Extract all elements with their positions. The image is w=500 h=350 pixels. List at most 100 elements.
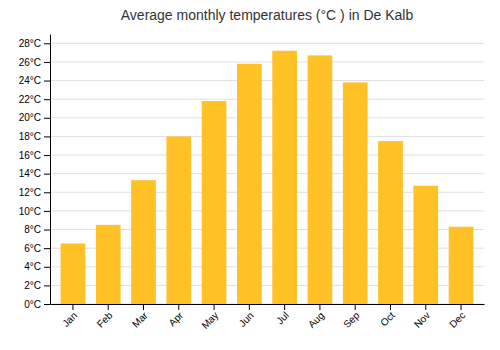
- y-tick-label: 16°C: [19, 150, 41, 161]
- grid-line: [50, 136, 484, 137]
- y-tick: 10°C: [19, 206, 50, 217]
- y-tick-label: 12°C: [19, 187, 41, 198]
- grid-line: [50, 61, 484, 62]
- x-tick: Nov: [412, 304, 432, 330]
- bar: [237, 64, 262, 304]
- x-tick-label: Nov: [412, 310, 432, 330]
- x-tick-label: Mar: [130, 309, 150, 329]
- y-tick-mark: [44, 285, 50, 286]
- y-tick-mark: [44, 192, 50, 193]
- y-tick-label: 8°C: [24, 224, 41, 235]
- y-tick-label: 22°C: [19, 94, 41, 105]
- bar: [343, 82, 368, 304]
- bar: [308, 55, 333, 304]
- x-tick-label: Dec: [447, 310, 467, 330]
- y-tick-mark: [44, 118, 50, 119]
- y-tick-mark: [44, 81, 50, 82]
- y-tick-mark: [44, 136, 50, 137]
- y-tick-label: 6°C: [24, 243, 41, 254]
- grid-line: [50, 117, 484, 118]
- y-tick-mark: [44, 99, 50, 100]
- y-tick-mark: [44, 174, 50, 175]
- y-tick-mark: [44, 304, 50, 305]
- x-tick-mark: [461, 304, 462, 310]
- grid-line: [50, 155, 484, 156]
- x-tick-mark: [284, 304, 285, 310]
- x-tick-label: Apr: [166, 309, 185, 328]
- x-tick: Mar: [130, 304, 150, 330]
- y-tick-mark: [44, 62, 50, 63]
- x-tick-mark: [214, 304, 215, 310]
- plot: 0°C 2°C 4°C 6°C 8°C 10°C 12°C 14°C 16°C 18°C 20°C 2…: [19, 35, 485, 331]
- bar: [61, 243, 86, 304]
- x-tick: Jan: [60, 304, 79, 329]
- grid: [50, 43, 484, 304]
- y-tick: 8°C: [24, 224, 50, 235]
- y-tick-mark: [44, 248, 50, 249]
- y-tick-label: 18°C: [19, 131, 41, 142]
- y-tick-mark: [44, 155, 50, 156]
- title: Average monthly temperatures (°C ) in De…: [121, 7, 414, 23]
- x-tick-mark: [143, 304, 144, 310]
- y-tick-mark: [44, 43, 50, 44]
- y-tick-label: 26°C: [19, 57, 41, 68]
- grid-line: [50, 173, 484, 174]
- y-tick-label: 4°C: [24, 261, 41, 272]
- x-tick: Aug: [306, 304, 326, 330]
- x-tick-mark: [72, 304, 73, 310]
- x-tick-mark: [390, 304, 391, 310]
- y-tick: 4°C: [24, 261, 50, 272]
- x-tick-label: Feb: [95, 309, 115, 329]
- x-tick-mark: [355, 304, 356, 310]
- y-tick: 2°C: [24, 280, 50, 291]
- y-tick-label: 14°C: [19, 168, 41, 179]
- y-tick: 26°C: [19, 57, 50, 68]
- x-tick: Feb: [95, 304, 115, 330]
- y-tick-label: 10°C: [19, 206, 41, 217]
- bar: [166, 136, 191, 304]
- y-axis-line: [50, 35, 51, 305]
- y-tick-label: 20°C: [19, 112, 41, 123]
- y-tick: 12°C: [19, 187, 50, 198]
- x-tick: Apr: [166, 304, 185, 328]
- y-tick: 14°C: [19, 168, 50, 179]
- y-tick-label: 0°C: [24, 299, 41, 310]
- y-tick: 6°C: [24, 243, 50, 254]
- y-tick: 28°C: [19, 38, 50, 49]
- bars: [61, 51, 474, 304]
- x-tick: Jun: [237, 304, 256, 329]
- x-axis: Jan Feb Mar Apr May Jun Jul Aug Sep Oct Nov Dec: [51, 304, 485, 331]
- y-axis: 0°C 2°C 4°C 6°C 8°C 10°C 12°C 14°C 16°C 18°C 20°C 2…: [19, 35, 51, 310]
- x-tick-label: Jun: [237, 310, 256, 329]
- bar: [272, 51, 297, 304]
- bar: [378, 141, 403, 304]
- y-tick: 0°C: [24, 299, 50, 310]
- y-tick-label: 2°C: [24, 280, 41, 291]
- x-tick-mark: [178, 304, 179, 310]
- y-tick-mark: [44, 267, 50, 268]
- x-tick: Jul: [274, 304, 291, 326]
- y-tick: 18°C: [19, 131, 50, 142]
- grid-line: [50, 43, 484, 44]
- x-tick-mark: [425, 304, 426, 310]
- x-tick: Sep: [341, 304, 362, 330]
- bar: [202, 101, 227, 304]
- x-tick-label: Jan: [60, 310, 79, 329]
- x-tick: May: [199, 304, 220, 331]
- y-tick-label: 28°C: [19, 38, 41, 49]
- bar: [413, 186, 438, 304]
- x-tick-mark: [319, 304, 320, 310]
- bar: [131, 180, 156, 304]
- chart: 0°C 2°C 4°C 6°C 8°C 10°C 12°C 14°C 16°C 18°C 20°C 2…: [0, 0, 500, 350]
- y-tick-mark: [44, 230, 50, 231]
- y-tick: 22°C: [19, 94, 50, 105]
- x-tick: Dec: [447, 304, 467, 330]
- x-tick-label: Aug: [306, 310, 326, 330]
- bar: [96, 225, 121, 304]
- x-axis-line: [51, 304, 485, 305]
- x-tick: Oct: [378, 304, 397, 328]
- x-tick-mark: [108, 304, 109, 310]
- x-tick-label: May: [199, 310, 220, 331]
- bar: [449, 227, 474, 304]
- x-tick-label: Oct: [378, 310, 397, 329]
